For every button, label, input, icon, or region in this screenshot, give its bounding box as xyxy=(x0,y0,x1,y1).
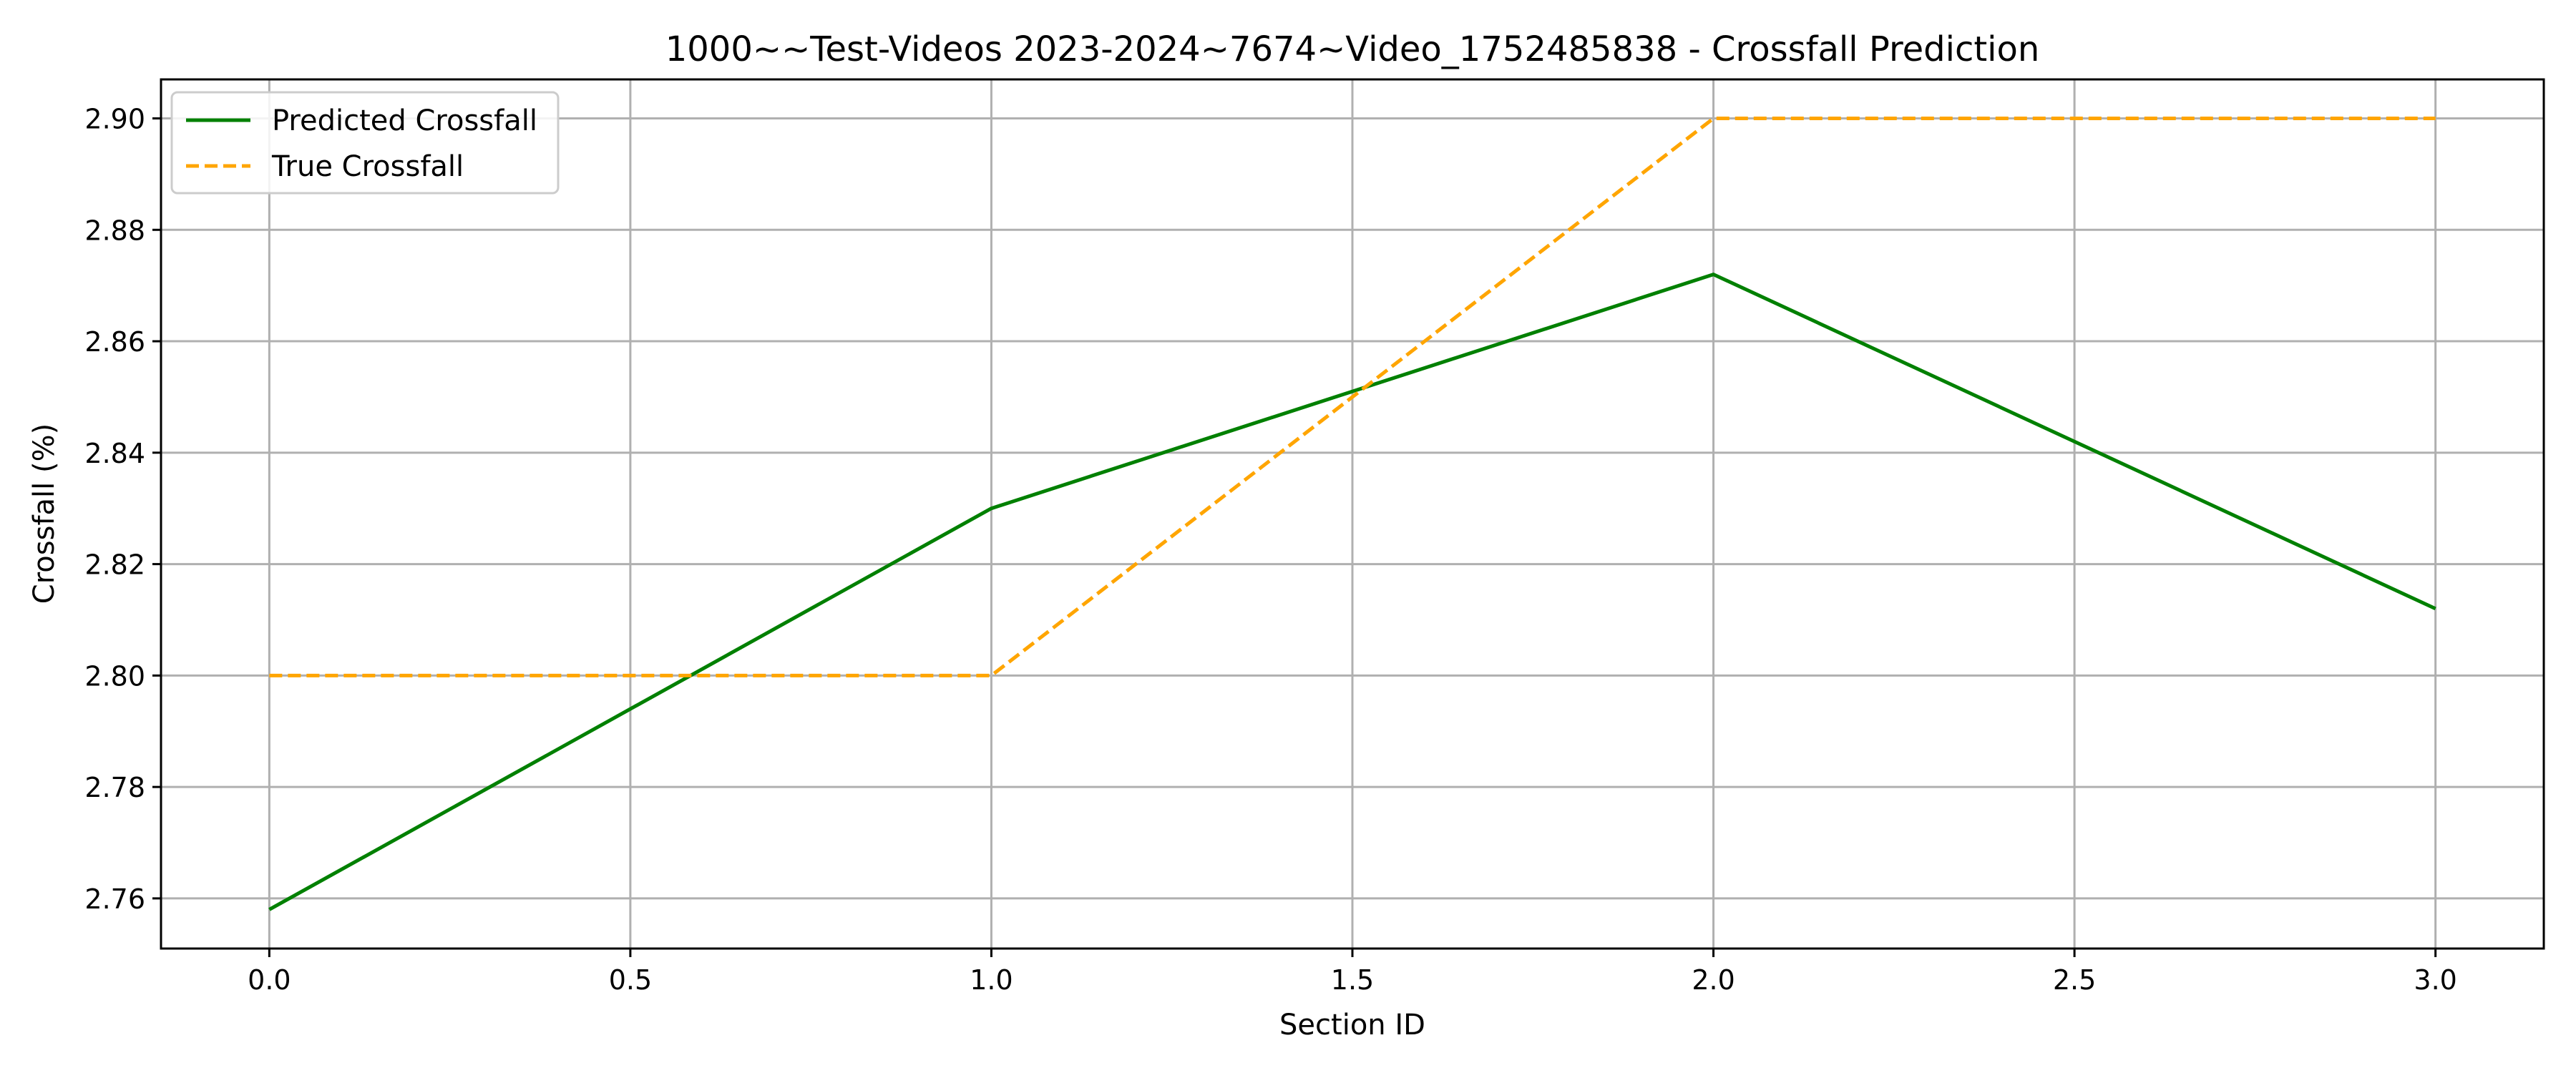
y-tick-label: 2.86 xyxy=(84,326,145,358)
chart-title: 1000~~Test-Videos 2023-2024~7674~Video_1… xyxy=(665,29,2040,69)
y-tick-label: 2.82 xyxy=(84,549,145,581)
y-tick-label: 2.76 xyxy=(84,883,145,915)
legend-label-true: True Crossfall xyxy=(271,150,464,183)
series-line-predicted-crossfall xyxy=(268,273,2436,911)
y-tick-label: 2.88 xyxy=(84,215,145,246)
y-tick-label: 2.78 xyxy=(84,772,145,803)
grid-layer xyxy=(161,79,2544,949)
series-layer xyxy=(268,117,2436,911)
series-line-true-crossfall xyxy=(269,117,2436,677)
legend: Predicted Crossfall True Crossfall xyxy=(170,91,560,195)
x-tick-label: 0.5 xyxy=(609,964,652,996)
legend-box xyxy=(170,91,560,195)
x-tick-label: 1.0 xyxy=(970,964,1013,996)
tick-layer: 0.0 0.5 1.0 1.5 2.0 2.5 3.0 2.76 2.78 2.80 2.82 2.8… xyxy=(84,104,2457,996)
x-tick-label: 2.5 xyxy=(2053,964,2096,996)
x-tick-label: 3.0 xyxy=(2414,964,2457,996)
y-tick-label: 2.80 xyxy=(84,660,145,692)
y-axis-label: Crossfall (%) xyxy=(28,423,61,604)
y-tick-label: 2.90 xyxy=(84,104,145,135)
legend-label-predicted: Predicted Crossfall xyxy=(272,104,537,137)
y-tick-label: 2.84 xyxy=(84,438,145,469)
x-tick-label: 2.0 xyxy=(1692,964,1735,996)
x-axis-label: Section ID xyxy=(1279,1009,1425,1042)
x-tick-label: 1.5 xyxy=(1331,964,1374,996)
x-tick-label: 0.0 xyxy=(248,964,291,996)
